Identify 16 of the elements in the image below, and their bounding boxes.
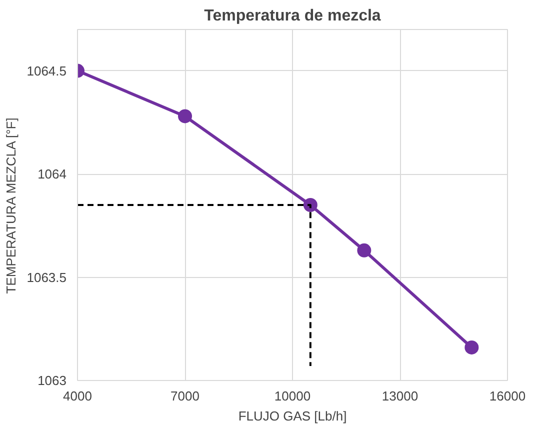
chart-title: Temperatura de mezcla [204,8,381,24]
x-tick-label: 16000 [489,388,526,404]
x-axis-title: FLUJO GAS [Lb/h] [238,408,347,424]
y-tick-label: 1064.5 [26,63,67,78]
y-tick-label: 1064 [38,166,66,182]
y-tick-label: 1063 [38,373,66,388]
y-tick-label: 1063.5 [26,270,67,285]
point [357,243,372,258]
point [464,340,479,354]
point [303,198,318,212]
x-tick-label: 10000 [274,388,311,404]
x-tick-label: 13000 [382,388,418,404]
x-tick-label: 7000 [170,388,200,404]
y-axis-title: TEMPERATURA MEZCLA [°F] [4,118,19,294]
x-tick-label: 4000 [63,388,92,404]
point [178,109,192,124]
